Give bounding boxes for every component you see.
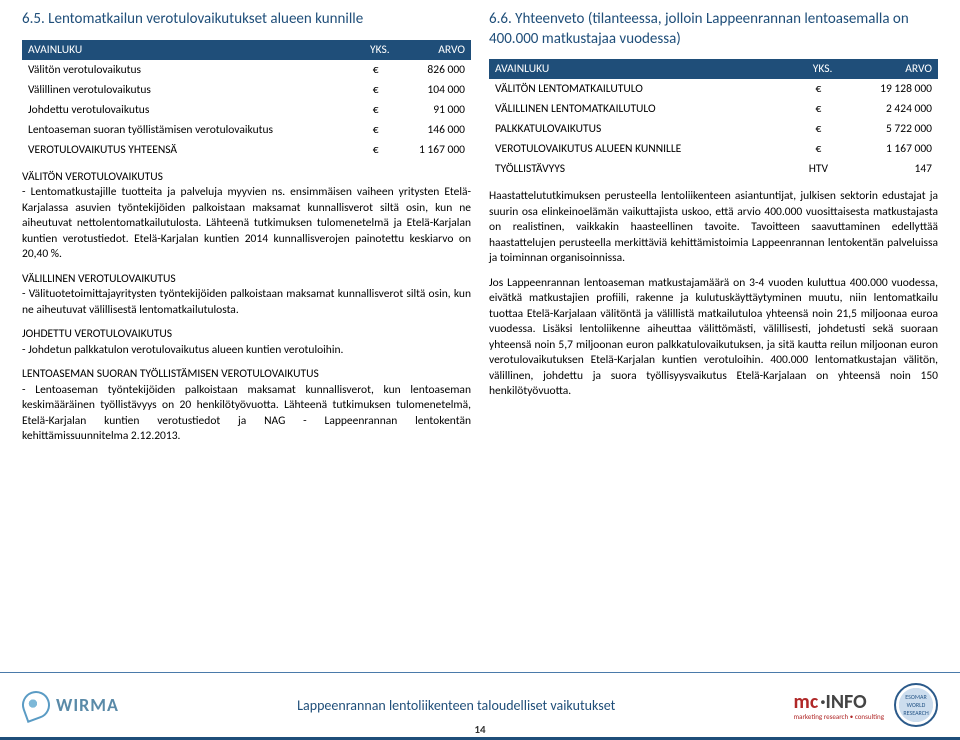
td: € bbox=[798, 139, 838, 159]
td: 2 424 000 bbox=[838, 99, 938, 119]
section-heading-66: 6.6. Yhteenveto (tilanteessa, jolloin La… bbox=[489, 10, 938, 49]
th: AVAINLUKU bbox=[22, 40, 356, 60]
td: Välitön verotulovaikutus bbox=[22, 60, 356, 80]
footer-title: Lappeenrannan lentoliikenteen taloudelli… bbox=[119, 697, 794, 714]
para: VÄLITÖN VEROTULOVAIKUTUS- Lentomatkustaj… bbox=[22, 170, 471, 263]
td: VEROTULOVAIKUTUS YHTEENSÄ bbox=[22, 140, 356, 160]
wirma-text: WIRMA bbox=[56, 694, 119, 716]
th: AVAINLUKU bbox=[489, 59, 798, 79]
right-logos: mc ·INFO marketing research • consulting… bbox=[794, 683, 938, 727]
td: 104 000 bbox=[396, 80, 471, 100]
table-65: AVAINLUKU YKS. ARVO Välitön verotulovaik… bbox=[22, 40, 471, 160]
td: VEROTULOVAIKUTUS ALUEEN KUNNILLE bbox=[489, 139, 798, 159]
td: TYÖLLISTÄVYYS bbox=[489, 159, 798, 179]
wirma-icon bbox=[18, 687, 54, 723]
mcinfo-logo: mc ·INFO marketing research • consulting bbox=[794, 690, 884, 721]
wirma-logo: WIRMA bbox=[22, 691, 119, 719]
th: YKS. bbox=[798, 59, 838, 79]
td: € bbox=[356, 60, 396, 80]
th: ARVO bbox=[838, 59, 938, 79]
td: HTV bbox=[798, 159, 838, 179]
td: € bbox=[798, 119, 838, 139]
td: € bbox=[356, 120, 396, 140]
td: € bbox=[356, 100, 396, 120]
th: YKS. bbox=[356, 40, 396, 60]
left-column: 6.5. Lentomatkailun verotulovaikutukset … bbox=[22, 10, 471, 454]
para: Jos Lappeenrannan lentoaseman matkustaja… bbox=[489, 276, 938, 400]
para: Haastattelututkimuksen perusteella lento… bbox=[489, 189, 938, 267]
para: VÄLILLINEN VEROTULOVAIKUTUS- Välituoteto… bbox=[22, 272, 471, 319]
td: 146 000 bbox=[396, 120, 471, 140]
td: VÄLITÖN LENTOMATKAILUTULO bbox=[489, 79, 798, 99]
para: JOHDETTU VEROTULOVAIKUTUS- Johdetun palk… bbox=[22, 327, 471, 358]
td: € bbox=[356, 80, 396, 100]
esomar-badge-icon: ESOMAR WORLD RESEARCH bbox=[894, 683, 938, 727]
td: € bbox=[356, 140, 396, 160]
section-heading-65: 6.5. Lentomatkailun verotulovaikutukset … bbox=[22, 10, 471, 30]
page-number: 14 bbox=[0, 723, 960, 736]
right-column: 6.6. Yhteenveto (tilanteessa, jolloin La… bbox=[489, 10, 938, 454]
td: 147 bbox=[838, 159, 938, 179]
td: 5 722 000 bbox=[838, 119, 938, 139]
td: Välillinen verotulovaikutus bbox=[22, 80, 356, 100]
td: Lentoaseman suoran työllistämisen verotu… bbox=[22, 120, 356, 140]
th: ARVO bbox=[396, 40, 471, 60]
td: Johdettu verotulovaikutus bbox=[22, 100, 356, 120]
table-66: AVAINLUKU YKS. ARVO VÄLITÖN LENTOMATKAIL… bbox=[489, 59, 938, 179]
td: € bbox=[798, 99, 838, 119]
para: LENTOASEMAN SUORAN TYÖLLISTÄMISEN VEROTU… bbox=[22, 367, 471, 445]
td: PALKKATULOVAIKUTUS bbox=[489, 119, 798, 139]
td: € bbox=[798, 79, 838, 99]
td: VÄLILLINEN LENTOMATKAILUTULO bbox=[489, 99, 798, 119]
td: 1 167 000 bbox=[396, 140, 471, 160]
td: 19 128 000 bbox=[838, 79, 938, 99]
td: 1 167 000 bbox=[838, 139, 938, 159]
td: 826 000 bbox=[396, 60, 471, 80]
td: 91 000 bbox=[396, 100, 471, 120]
